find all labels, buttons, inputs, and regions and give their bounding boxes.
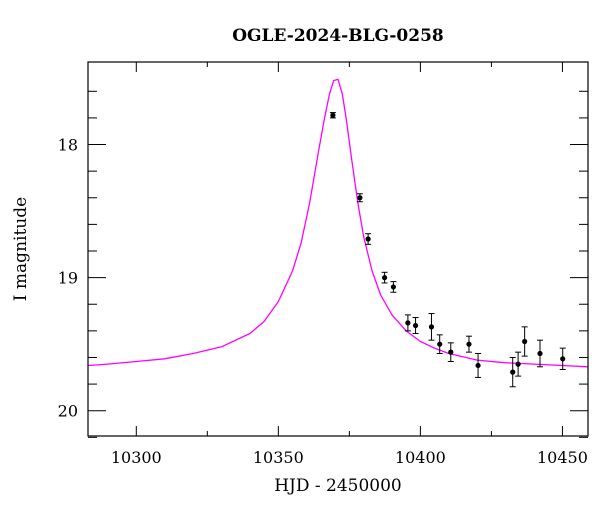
data-point bbox=[475, 362, 481, 369]
data-point bbox=[515, 361, 521, 367]
data-point bbox=[428, 324, 435, 330]
data-point bbox=[560, 356, 566, 362]
data-point bbox=[357, 195, 363, 201]
data-point bbox=[510, 369, 516, 375]
x-tick-label: 10400 bbox=[395, 448, 446, 467]
data-point bbox=[466, 341, 472, 347]
data-point bbox=[381, 275, 388, 281]
x-tick-label: 10350 bbox=[253, 448, 304, 467]
plot-frame bbox=[87, 61, 589, 437]
data-point bbox=[412, 322, 419, 329]
y-tick-label: 20 bbox=[58, 402, 78, 421]
data-point bbox=[365, 236, 371, 242]
x-tick-label: 10300 bbox=[111, 448, 162, 467]
x-tick-label: 10450 bbox=[537, 448, 588, 467]
data-point bbox=[390, 284, 396, 290]
axis-ticks: 10300 10350 10400 10450 18 19 20 bbox=[58, 62, 588, 467]
y-tick-label: 18 bbox=[58, 136, 78, 155]
data-point bbox=[330, 112, 336, 118]
data-point bbox=[405, 320, 411, 326]
x-axis-label: HJD - 2450000 bbox=[274, 476, 402, 496]
plot-area bbox=[87, 78, 589, 388]
y-tick-label: 19 bbox=[58, 269, 78, 288]
chart-title: OGLE-2024-BLG-0258 bbox=[232, 26, 444, 46]
data-point bbox=[522, 338, 528, 345]
data-point bbox=[437, 341, 443, 347]
model-curve bbox=[87, 78, 589, 368]
data-point bbox=[537, 350, 543, 357]
data-point bbox=[448, 349, 454, 355]
y-axis-label: I magnitude bbox=[11, 197, 31, 301]
